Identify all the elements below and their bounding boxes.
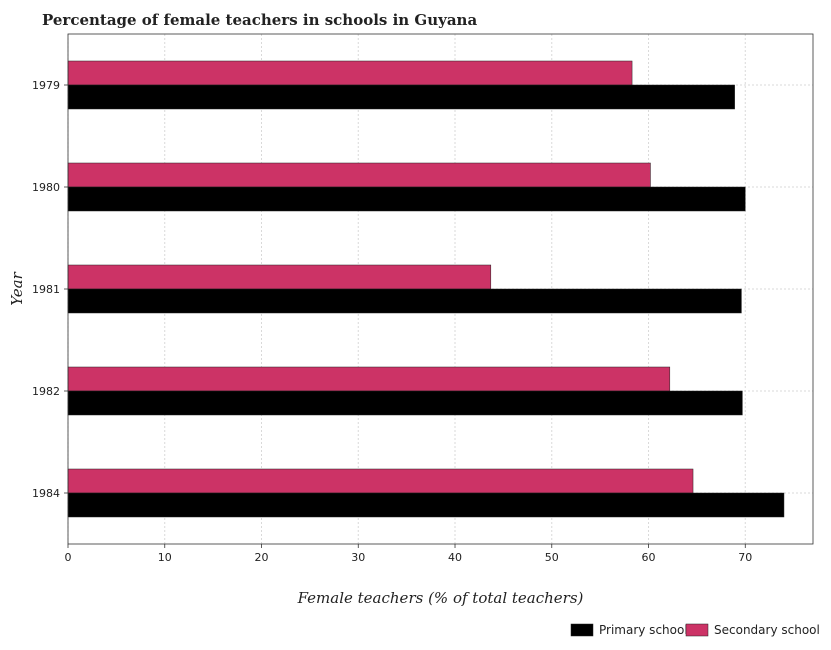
y-tick-label: 1981 [32,283,60,296]
x-axis-label: Female teachers (% of total teachers) [297,589,584,607]
y-tick-label: 1980 [32,181,60,194]
y-tick-label: 1984 [32,487,60,500]
primary-school-bar [67,84,735,110]
legend: Primary school Secondary school [570,623,820,637]
x-tick-label: 10 [158,551,172,564]
primary-school-bar [67,390,743,416]
x-tick-label: 60 [642,551,656,564]
x-tick-label: 20 [255,551,269,564]
y-tick-label: 1982 [32,385,60,398]
secondary-school-bar [67,162,651,188]
legend-swatch-primary [570,623,594,637]
legend-label-primary: Primary school [599,623,688,637]
primary-school-bar [67,288,742,314]
legend-swatch-secondary [685,623,709,637]
secondary-school-bar [67,60,633,86]
secondary-school-bar [67,468,694,494]
x-tick-label: 40 [448,551,462,564]
secondary-school-bar [67,264,492,290]
x-tick-label: 0 [65,551,72,564]
primary-school-bar [67,186,746,212]
y-tick-label: 1979 [32,79,60,92]
axes: 0 10 20 30 40 50 60 70 1979 1980 1981 1982 1984 [32,33,814,564]
legend-label-secondary: Secondary school [714,623,820,637]
primary-school-bar [67,492,785,518]
y-axis-label: Year [8,271,26,305]
x-tick-label: 30 [351,551,365,564]
secondary-school-bar [67,366,671,392]
x-tick-label: 50 [545,551,559,564]
chart-title: Percentage of female teachers in schools… [42,11,477,29]
bars [67,60,785,518]
x-tick-label: 70 [738,551,752,564]
